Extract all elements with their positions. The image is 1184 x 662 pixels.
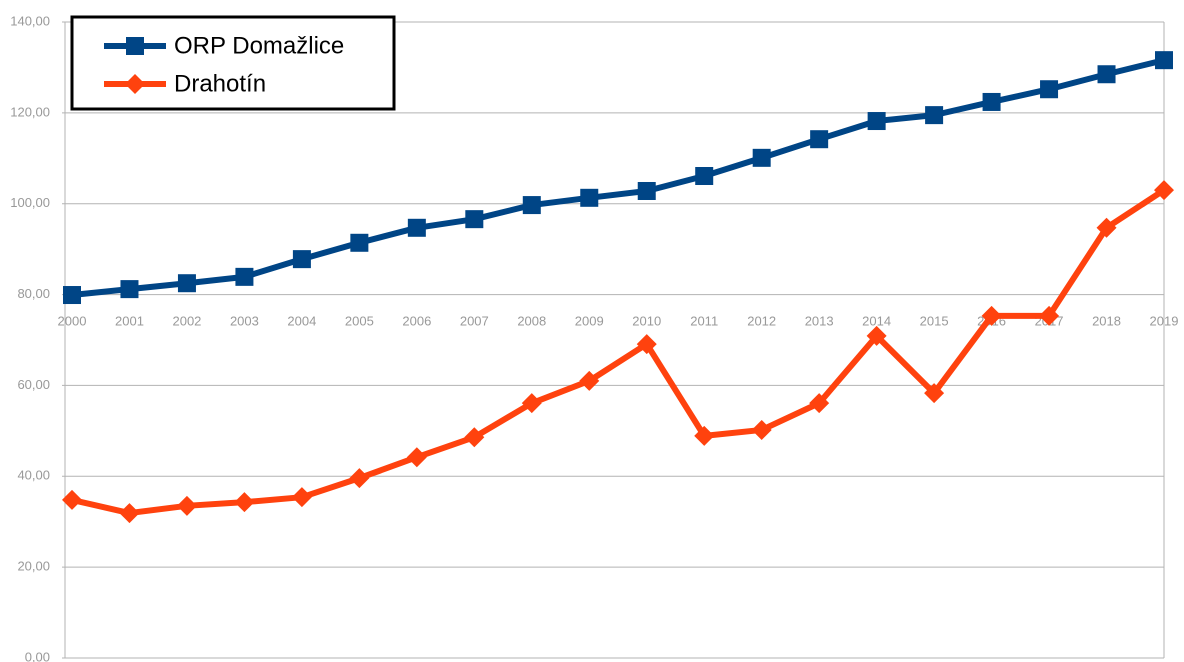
y-tick-label: 40,00 (17, 468, 50, 483)
x-tick-label: 2018 (1092, 313, 1121, 328)
marker (752, 148, 771, 167)
marker (235, 267, 254, 286)
marker (580, 188, 599, 207)
marker (63, 286, 81, 305)
marker (636, 334, 657, 355)
x-tick-label: 2005 (345, 313, 374, 328)
marker (1154, 180, 1174, 201)
legend-box (70, 15, 396, 111)
marker (465, 210, 484, 229)
x-tick-label: 2009 (575, 313, 604, 328)
legend-label: Drahotín (174, 70, 266, 97)
x-tick-label: 2012 (747, 313, 776, 328)
marker (1096, 217, 1117, 238)
marker (407, 218, 426, 237)
x-tick-label: 2006 (402, 313, 431, 328)
x-tick-label: 2011 (690, 313, 718, 328)
x-tick-label: 2004 (287, 313, 316, 328)
marker (1039, 305, 1060, 326)
marker (125, 74, 145, 94)
series-line (71, 57, 1165, 299)
y-tick-label: 0,00 (25, 649, 50, 662)
marker (637, 181, 656, 200)
y-tick-label: 120,00 (10, 104, 50, 119)
x-tick-label: 2000 (58, 313, 87, 328)
marker (981, 305, 1002, 326)
marker (176, 495, 197, 516)
marker (62, 489, 82, 510)
marker (866, 325, 887, 346)
marker (1097, 65, 1116, 84)
marker (119, 503, 140, 524)
x-tick-label: 2007 (460, 313, 489, 328)
marker (867, 112, 886, 131)
x-tick-label: 2008 (517, 313, 546, 328)
marker (177, 274, 196, 293)
x-tick-label: 2010 (632, 313, 661, 328)
marker (579, 370, 600, 391)
series-line (71, 187, 1166, 517)
x-tick-label: 2001 (115, 313, 144, 328)
marker (924, 383, 945, 404)
marker (982, 92, 1001, 111)
y-tick-label: 100,00 (10, 195, 50, 210)
marker (406, 447, 427, 468)
marker (809, 393, 830, 414)
marker (695, 167, 714, 186)
marker (694, 425, 715, 446)
marker (464, 427, 485, 448)
marker (126, 37, 144, 55)
marker (925, 106, 944, 125)
marker (521, 393, 542, 414)
y-tick-label: 60,00 (17, 377, 50, 392)
legend-label: ORP Domažlice (174, 32, 344, 59)
marker (120, 280, 139, 299)
marker (810, 130, 829, 149)
x-tick-label: 2019 (1150, 313, 1179, 328)
marker (291, 487, 312, 508)
y-tick-label: 140,00 (10, 13, 50, 28)
x-tick-label: 2014 (862, 313, 891, 328)
y-tick-label: 20,00 (17, 559, 50, 574)
marker (1155, 51, 1173, 70)
y-tick-label: 80,00 (17, 286, 50, 301)
marker (522, 196, 541, 215)
marker (350, 233, 369, 252)
x-tick-label: 2002 (172, 313, 201, 328)
marker (1040, 80, 1059, 99)
x-tick-label: 2015 (920, 313, 949, 328)
marker (349, 468, 370, 489)
x-tick-label: 2013 (805, 313, 834, 328)
marker (751, 419, 772, 440)
x-tick-label: 2003 (230, 313, 259, 328)
marker (292, 250, 311, 269)
marker (234, 492, 255, 513)
